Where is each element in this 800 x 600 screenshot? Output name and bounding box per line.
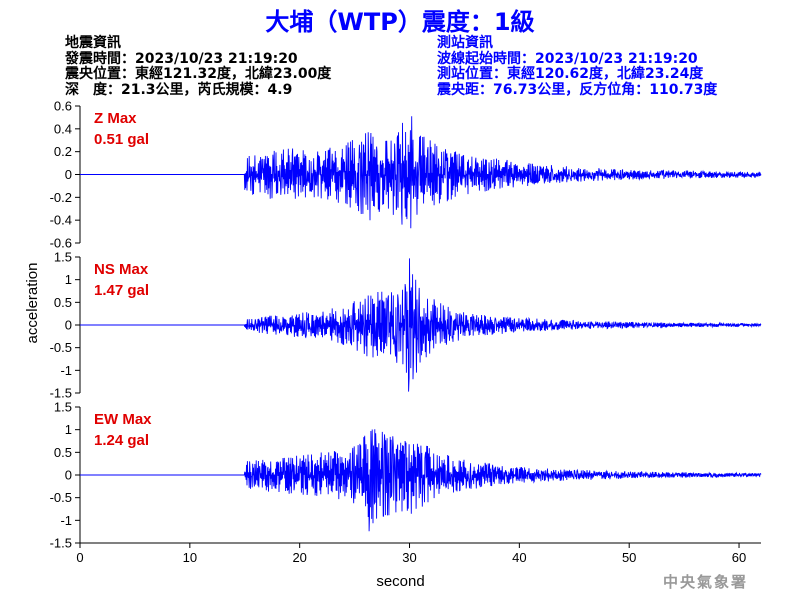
x-tick-label: 60 [732, 550, 746, 565]
x-tick-label: 50 [622, 550, 636, 565]
quake-info: 地震資訊 發震時間：2023/10/23 21:19:20 震央位置：東經121… [65, 35, 332, 98]
y-tick-label-z: 0.6 [54, 99, 72, 114]
y-tick-label-z: -0.2 [50, 190, 72, 205]
waveform-ns [80, 258, 762, 392]
y-tick-label-ns: -1.5 [50, 386, 72, 401]
y-tick-label-ew: -1.5 [50, 536, 72, 551]
y-tick-label-z: -0.4 [50, 213, 72, 228]
y-tick-label-ew: -1 [60, 513, 72, 528]
y-tick-label-ns: 0.5 [54, 295, 72, 310]
y-axis-title: acceleration [24, 263, 41, 344]
x-axis-title: second [376, 573, 424, 590]
y-tick-label-ew: -0.5 [50, 490, 72, 505]
quake-info-heading: 地震資訊 [65, 35, 121, 51]
station-info: 測站資訊 波線起始時間：2023/10/23 21:19:20 測站位置：東經1… [437, 35, 718, 98]
y-tick-label-ew: 0 [65, 468, 72, 483]
y-tick-label-z: -0.6 [50, 236, 72, 251]
quake-depth: 深 度：21.3公里，芮氏規模：4.9 [65, 81, 293, 98]
station-info-heading: 測站資訊 [437, 35, 493, 51]
y-tick-label-ew: 0.5 [54, 445, 72, 460]
quake-location: 震央位置：東經121.32度，北緯23.00度 [65, 66, 332, 82]
x-tick-label: 30 [402, 550, 416, 565]
y-tick-label-ns: -0.5 [50, 340, 72, 355]
station-location: 測站位置：東經120.62度，北緯23.24度 [437, 66, 704, 82]
max-label-z: Z Max [94, 110, 137, 127]
x-tick-label: 10 [183, 550, 197, 565]
y-tick-label-ns: -1 [60, 363, 72, 378]
x-tick-label: 20 [292, 550, 306, 565]
max-value-z: 0.51 gal [94, 131, 149, 148]
wave-start-time: 波線起始時間：2023/10/23 21:19:20 [437, 50, 698, 67]
x-tick-label: 40 [512, 550, 526, 565]
max-label-ns: NS Max [94, 261, 149, 278]
chart-title: 大埔（WTP）震度：1級 [265, 8, 535, 36]
y-tick-label-z: 0 [65, 167, 72, 182]
agency-footer: 中央氣象署 [662, 573, 748, 591]
quake-time: 發震時間：2023/10/23 21:19:20 [65, 50, 298, 67]
y-tick-label-z: 0.2 [54, 144, 72, 159]
waveform-z [80, 116, 762, 229]
y-tick-label-ew: 1.5 [54, 400, 72, 415]
max-value-ns: 1.47 gal [94, 282, 149, 299]
max-label-ew: EW Max [94, 411, 152, 428]
x-tick-label: 0 [76, 550, 83, 565]
y-tick-label-ns: 1 [65, 272, 72, 287]
y-tick-label-z: 0.4 [54, 121, 72, 136]
y-tick-label-ns: 1.5 [54, 250, 72, 265]
max-value-ew: 1.24 gal [94, 432, 149, 449]
epicenter-distance: 震央距：76.73公里，反方位角：110.73度 [437, 81, 718, 98]
y-tick-label-ns: 0 [65, 318, 72, 333]
waveform-ew [80, 429, 762, 532]
y-tick-label-ew: 1 [65, 422, 72, 437]
